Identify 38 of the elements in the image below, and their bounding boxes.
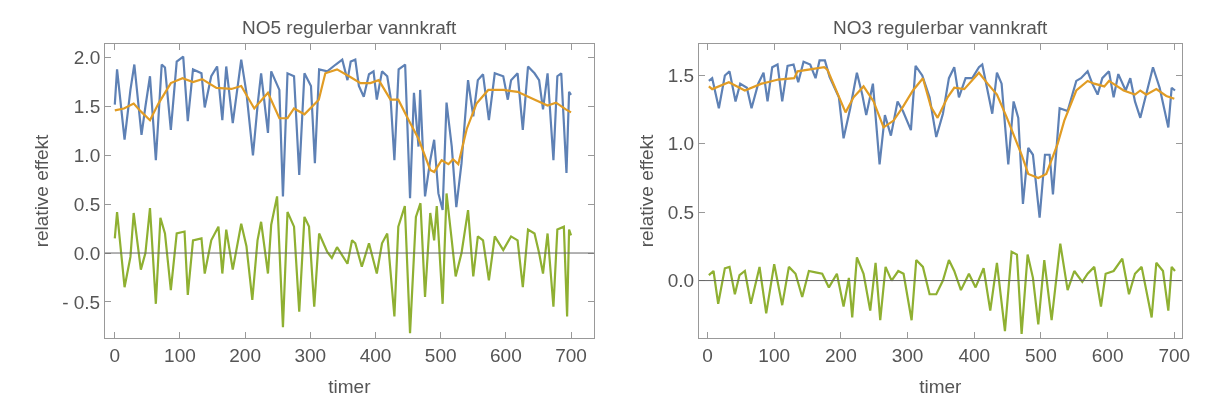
- y-tick-label: 0.5: [667, 201, 695, 223]
- x-axis-title: timer: [328, 375, 372, 397]
- x-tick-label: 400: [359, 344, 392, 366]
- x-tick-label: 200: [229, 344, 261, 366]
- x-tick-label: 300: [294, 344, 327, 366]
- y-axis-title: relative effekt: [636, 133, 658, 248]
- x-tick-label: 0: [702, 344, 713, 366]
- x-tick-label: 400: [958, 344, 991, 366]
- y-tick-label: 0.5: [73, 193, 101, 215]
- line-series: [707, 242, 1177, 335]
- x-tick-label: 300: [891, 344, 924, 366]
- x-tick-label: 200: [825, 344, 857, 366]
- line-series: [113, 68, 573, 174]
- line-series: [113, 55, 573, 212]
- x-tick-label: 100: [164, 344, 196, 366]
- x-tick-label: 500: [424, 344, 457, 366]
- y-tick-label: 1.5: [73, 96, 101, 118]
- x-tick-label: 600: [1091, 344, 1124, 366]
- x-tick-label: 100: [758, 344, 791, 366]
- chart-title: NO5 regulerbar vannkraft: [242, 17, 458, 38]
- x-tick-label: 700: [555, 344, 587, 366]
- y-tick-label: 1.0: [667, 133, 695, 155]
- x-tick-label: 500: [1025, 344, 1057, 366]
- x-tick-label: 600: [490, 344, 522, 366]
- chart-title: NO3 regulerbar vannkraft: [833, 17, 1049, 38]
- y-tick-label: 0.0: [667, 270, 695, 292]
- x-tick-label: 700: [1158, 344, 1191, 366]
- y-tick-label: 0.0: [73, 242, 101, 264]
- x-tick-label: 0: [109, 344, 121, 366]
- y-tick-label: 2.0: [73, 47, 101, 69]
- line-series: [707, 66, 1176, 180]
- line-series: [113, 192, 573, 335]
- y-tick-label: 1.5: [667, 65, 695, 87]
- x-axis-title: timer: [919, 375, 963, 397]
- y-tick-label: - 0.5: [62, 291, 101, 313]
- line-series: [707, 59, 1177, 219]
- y-axis-title: relative effekt: [31, 133, 53, 248]
- y-tick-label: 1.0: [73, 145, 101, 166]
